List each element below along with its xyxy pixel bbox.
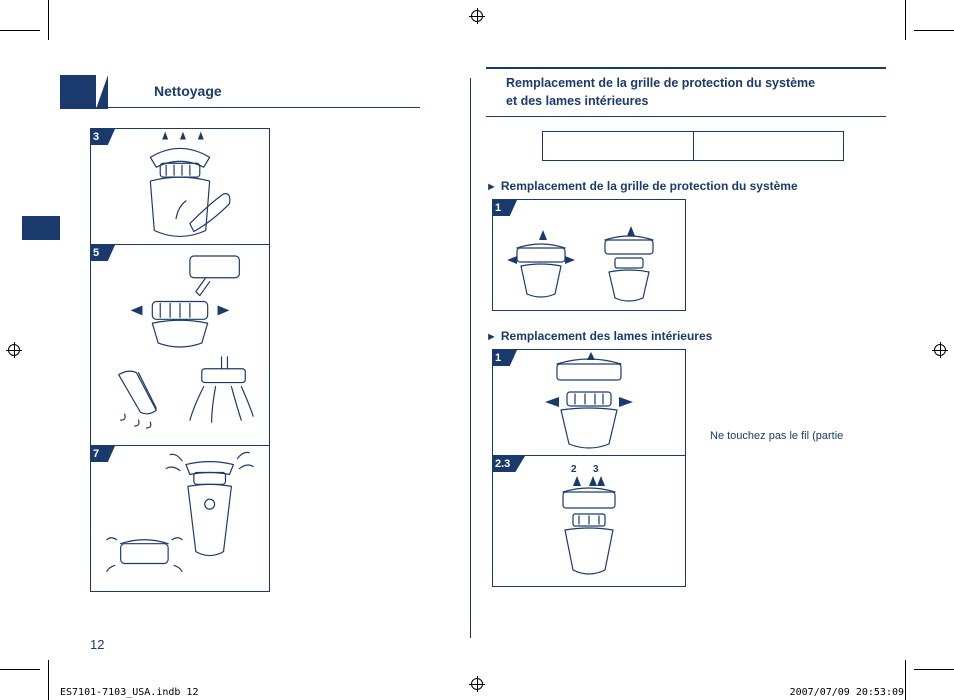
figure-7: 7 [90,446,270,592]
right-column: Remplacement de la grille de protection … [486,75,886,587]
page-number: 12 [90,637,104,652]
figure-blade-2-3: 2.3 2 3 [492,456,686,587]
section-header: Remplacement de la grille de protection … [486,67,886,117]
section-title: Nettoyage [60,75,420,107]
header-line-1: Remplacement de la grille de protection … [506,75,886,93]
crop-mark [48,0,49,40]
step-label-3: 3 [593,464,599,475]
warning-note: Ne touchez pas le fil (partie [710,430,843,442]
registration-mark [6,342,22,358]
step-label-2: 2 [571,464,577,475]
section-tab [22,216,60,240]
header-line-2: et des lames intérieures [506,93,886,111]
illustration-tap-release [91,129,269,244]
figure-blade-1: 1 [492,349,686,456]
parts-table [542,131,844,161]
left-column: Nettoyage 3 [60,75,460,592]
crop-mark [0,30,40,31]
registration-mark [932,342,948,358]
page-area: Nettoyage 3 [60,20,894,680]
crop-mark [905,0,906,40]
section-heading: Nettoyage [60,75,420,108]
illustration-dry [91,446,269,591]
figure-column: 3 5 [90,128,270,592]
illustration-blade-remove [493,350,685,455]
subheading-foil: Remplacement de la grille de protection … [486,179,886,193]
illustration-blade-insert: 2 3 [493,456,685,586]
crop-mark [48,660,49,700]
subheading-blades: Remplacement des lames intérieures [486,329,886,343]
crop-mark [905,660,906,700]
crop-mark [914,30,954,31]
figure-3: 3 [90,128,270,245]
column-divider [470,78,471,638]
footer-timestamp: 2007/07/09 20:53:09 [790,687,904,698]
figure-foil-1: 1 [492,199,686,311]
crop-mark [914,669,954,670]
footer-filename: ES7101-7103_USA.indb 12 [60,687,198,698]
crop-mark [0,669,40,670]
figure-5: 5 [90,245,270,446]
illustration-brush-rinse [91,245,269,445]
illustration-foil-replace [493,200,685,310]
